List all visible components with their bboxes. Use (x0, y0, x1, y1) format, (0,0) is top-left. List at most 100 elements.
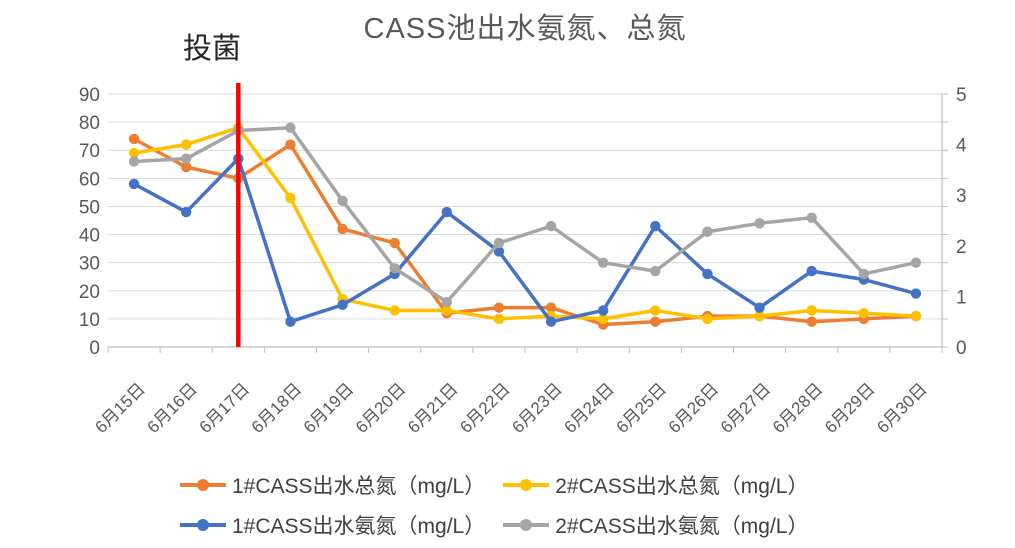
series-marker-4 (180, 153, 192, 164)
series-marker-4 (858, 268, 870, 280)
y-axis-label: 10 (79, 310, 100, 331)
series-marker-3 (180, 206, 192, 218)
series-marker-2 (285, 192, 296, 204)
series-marker-3 (702, 268, 713, 280)
x-axis-label: 6月29日 (821, 379, 879, 437)
series-marker-4 (128, 156, 140, 167)
series-marker-2 (597, 313, 609, 325)
series-marker-1 (806, 316, 817, 327)
legend-item: 1#CASS出水总氮（mg/L） (180, 472, 485, 498)
series-marker-3 (337, 299, 348, 311)
series-marker-3 (754, 302, 765, 313)
legend-label: 2#CASS出水氨氮（mg/L） (555, 515, 809, 538)
series-marker-4 (493, 237, 505, 249)
series-marker-3 (441, 206, 453, 218)
x-axis-label: 6月19日 (300, 379, 358, 437)
series-marker-1 (650, 316, 661, 327)
y-axis-label: 20 (79, 282, 100, 303)
series-marker-3 (650, 220, 661, 232)
series-marker-1 (285, 139, 296, 150)
series-marker-1 (128, 133, 140, 145)
legend-marker-icon (503, 479, 550, 491)
annotation-label: 投菌 (183, 33, 242, 65)
legend-item: 1#CASS出水氨氮（mg/L） (180, 512, 485, 538)
x-axis-label: 6月20日 (352, 379, 410, 437)
secondary-y-axis-label: 3 (956, 186, 967, 207)
legend-item: 2#CASS出水氨氮（mg/L） (503, 512, 808, 538)
series-marker-2 (858, 308, 870, 319)
series-marker-2 (754, 310, 765, 322)
series-marker-4 (545, 220, 557, 232)
x-axis-label: 6月21日 (404, 379, 462, 437)
legend-label: 1#CASS出水氨氮（mg/L） (232, 515, 486, 538)
series-marker-4 (389, 263, 400, 274)
x-axis-label: 6月15日 (91, 379, 149, 437)
series-marker-2 (128, 147, 140, 159)
legend-marker-icon (180, 479, 226, 491)
series-marker-2 (441, 305, 453, 316)
x-axis-label: 6月26日 (665, 379, 723, 437)
x-axis-label: 6月23日 (508, 379, 566, 437)
x-axis-label: 6月16日 (143, 379, 201, 437)
series-marker-2 (910, 310, 922, 322)
y-axis-label: 90 (79, 85, 100, 106)
series-marker-4 (650, 265, 661, 277)
series-marker-4 (285, 122, 296, 133)
series-marker-4 (702, 226, 713, 237)
secondary-y-axis-label: 1 (956, 287, 967, 308)
legend-label: 2#CASS出水总氮（mg/L） (555, 475, 809, 498)
series-marker-4 (337, 195, 348, 207)
series-marker-3 (285, 316, 296, 327)
series-marker-1 (389, 237, 400, 249)
legend-label: 1#CASS出水总氮（mg/L） (232, 475, 486, 498)
series-line-4 (132, 125, 918, 304)
secondary-y-axis-label: 0 (956, 338, 967, 359)
y-axis-label: 70 (79, 141, 100, 162)
secondary-y-axis-label: 5 (956, 85, 967, 106)
y-axis-label: 30 (79, 254, 100, 275)
series-line-2 (132, 125, 918, 321)
legend-marker-icon (180, 519, 226, 531)
y-axis-label: 40 (79, 226, 100, 247)
x-axis-label: 6月28日 (769, 379, 827, 437)
series-marker-1 (337, 223, 348, 235)
secondary-y-axis-label: 2 (956, 237, 967, 258)
y-axis-label: 60 (79, 169, 100, 190)
y-axis-label: 80 (79, 113, 100, 134)
series-line-3 (132, 156, 918, 324)
legend: 1#CASS出水总氮（mg/L） 2#CASS出水总氮（mg/L） 1#CASS出水… (180, 472, 808, 538)
legend-item: 2#CASS出水总氮（mg/L） (503, 472, 808, 498)
x-axis-label: 6月24日 (560, 379, 618, 437)
x-axis-label: 6月22日 (456, 379, 514, 437)
series-marker-3 (910, 288, 922, 299)
series-marker-4 (597, 257, 609, 268)
series-marker-2 (389, 305, 400, 316)
series-marker-4 (806, 212, 817, 223)
x-axis-label: 6月27日 (717, 379, 775, 437)
x-axis-label: 6月30日 (873, 379, 931, 437)
chart-title: CASS池出水氨氮、总氮 (363, 13, 687, 45)
series-marker-3 (128, 178, 140, 190)
series-marker-4 (910, 257, 922, 268)
series-marker-3 (545, 316, 557, 327)
series-marker-3 (493, 246, 505, 257)
series-marker-2 (702, 313, 713, 325)
secondary-y-axis-label: 4 (956, 136, 967, 157)
series-marker-3 (806, 265, 817, 277)
series-marker-2 (180, 139, 192, 150)
x-axis-label: 6月25日 (613, 379, 671, 437)
x-axis-label: 6月17日 (196, 379, 254, 437)
series-marker-1 (180, 161, 192, 173)
series-marker-1 (493, 302, 505, 313)
series-marker-1 (545, 302, 557, 313)
series-marker-2 (650, 305, 661, 316)
x-axis-label: 6月18日 (248, 379, 306, 437)
series-line-1 (132, 137, 918, 327)
legend-marker-icon (503, 519, 550, 531)
series-marker-4 (441, 296, 453, 308)
y-axis-label: 50 (79, 197, 100, 218)
series-marker-4 (754, 218, 765, 229)
series-marker-2 (493, 313, 505, 325)
